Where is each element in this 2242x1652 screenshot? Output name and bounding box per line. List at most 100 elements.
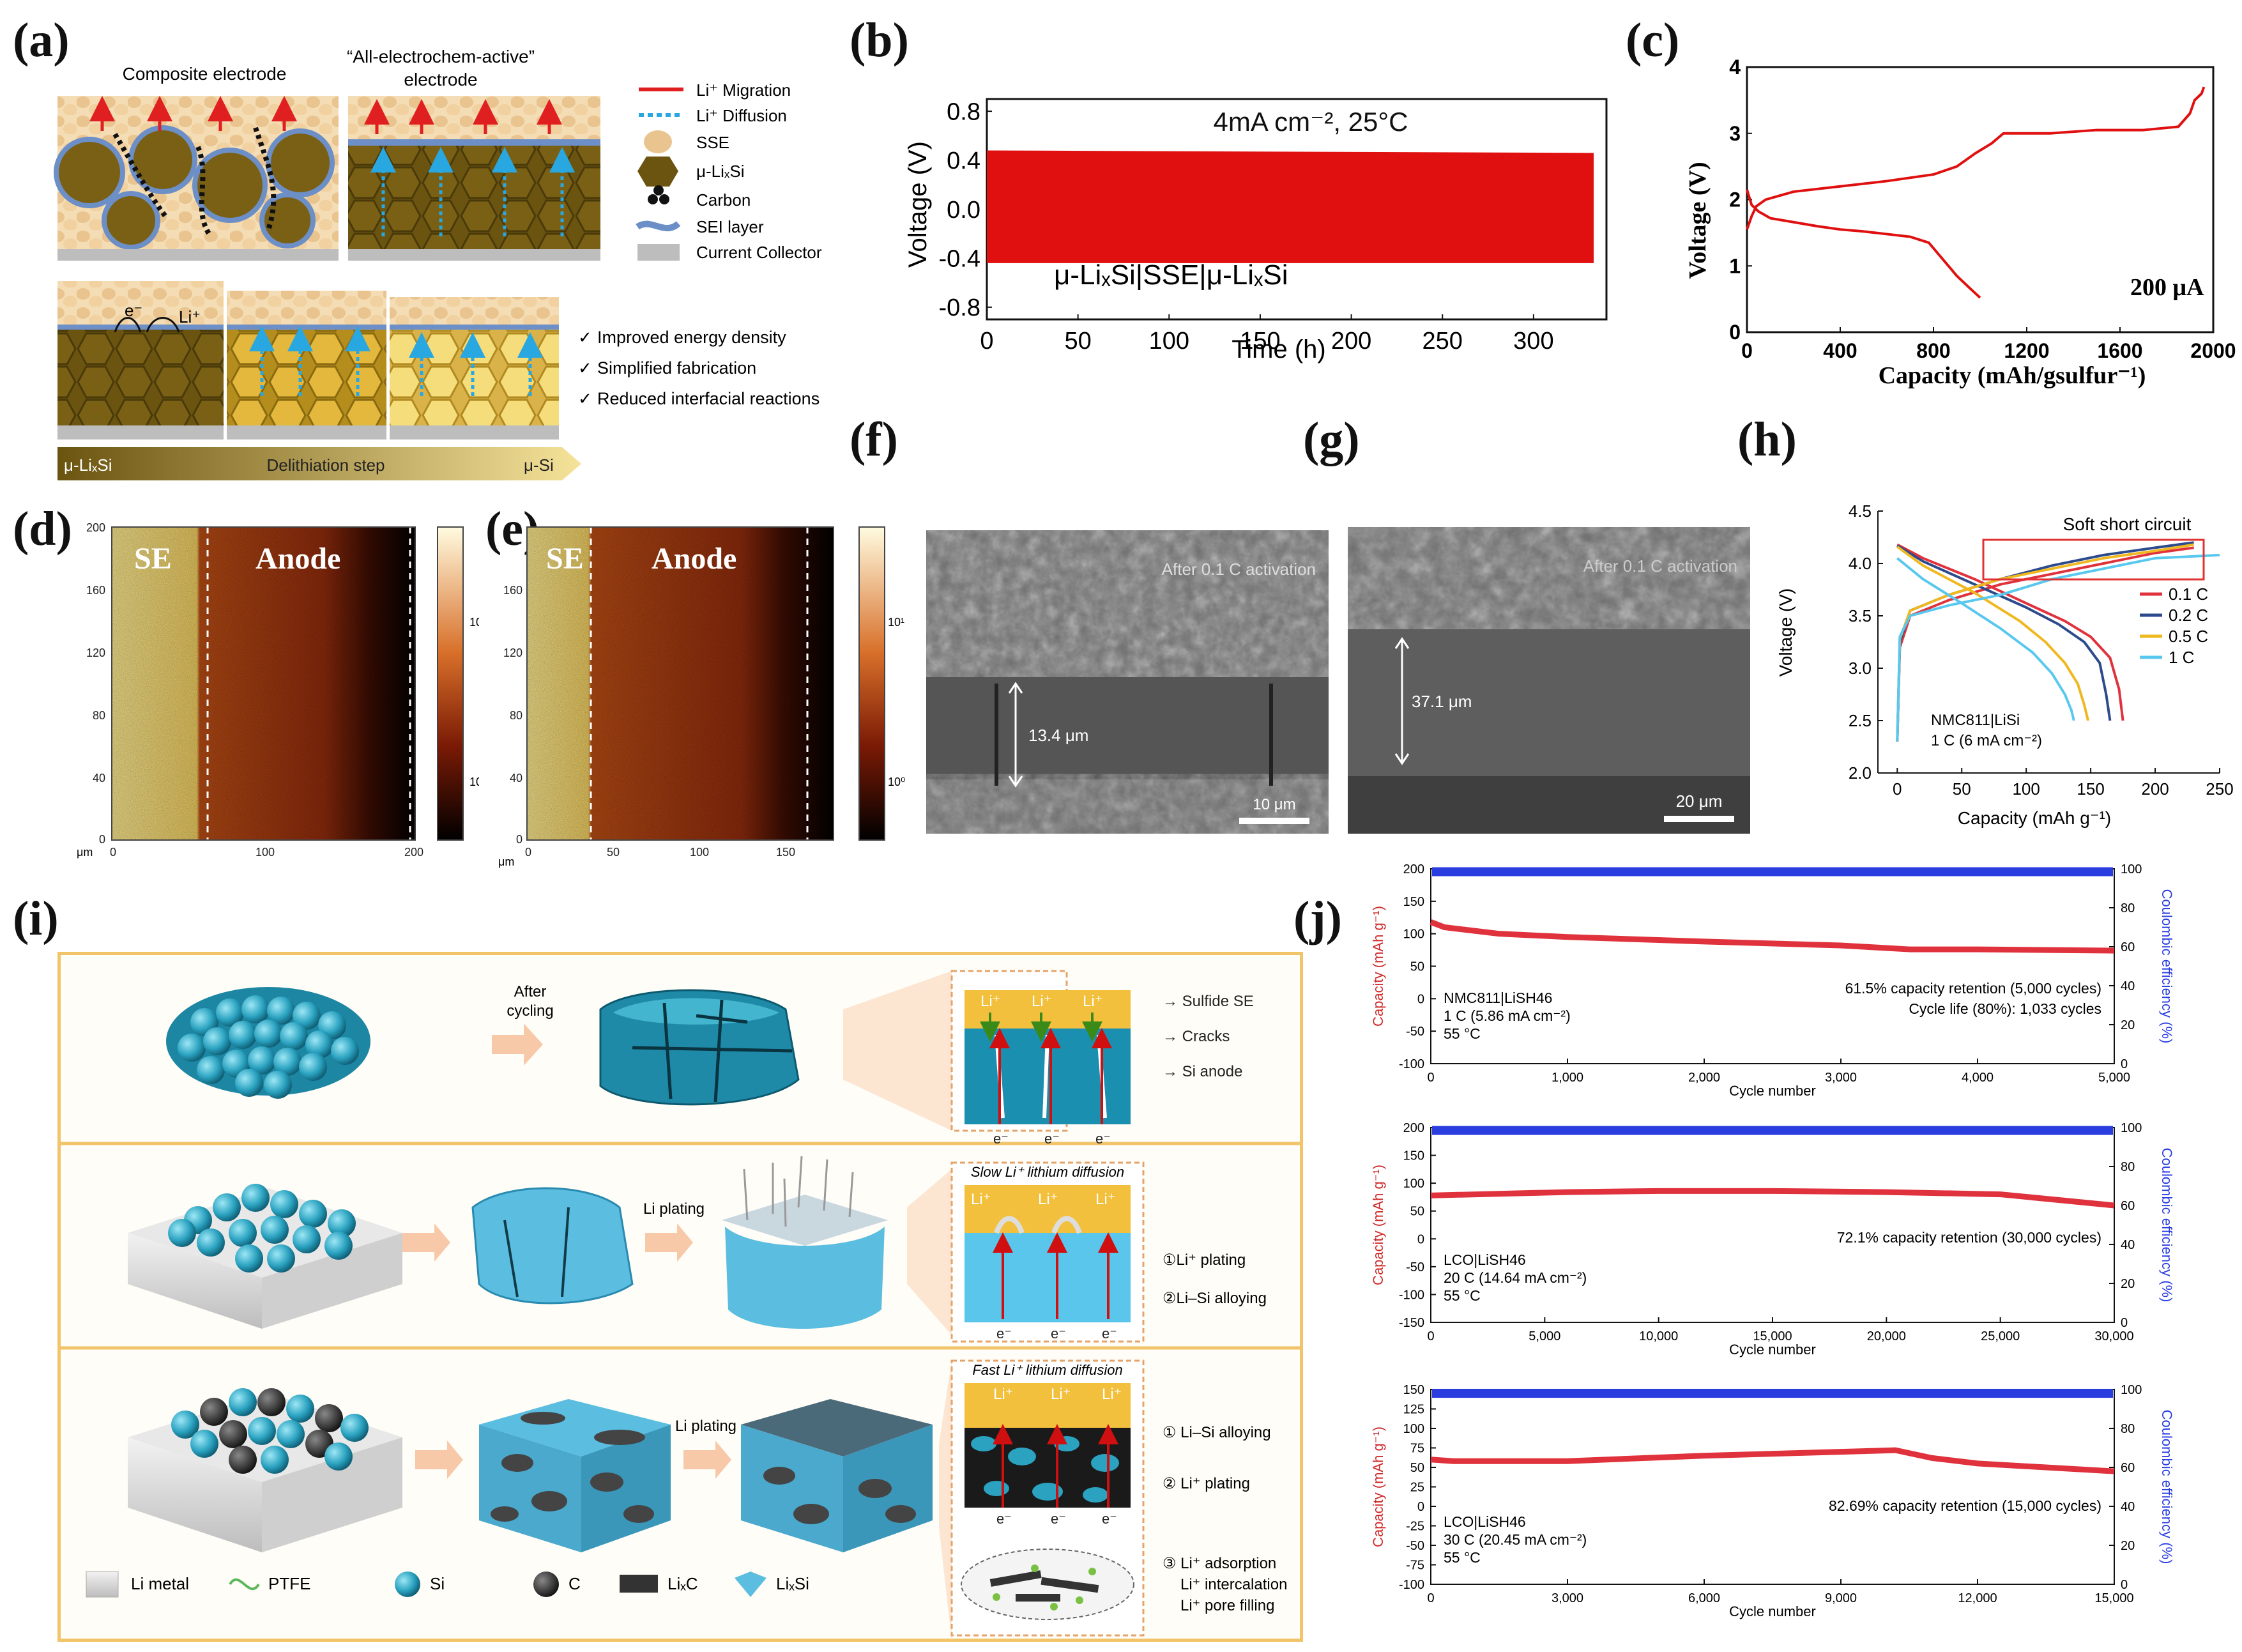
g-caption: After 0.1 C activation [1583, 556, 1737, 576]
allactive-title: “All-electrochem-active” [347, 47, 535, 66]
j3-annotation-0: 82.69% capacity retention (15,000 cycles… [1829, 1497, 2101, 1514]
legend-sse-swatch [644, 130, 672, 153]
chart-c-ylabel: Voltage (V) [1684, 162, 1711, 279]
j3-ytick-label: -100 [1399, 1578, 1424, 1592]
e-xtick-3: 150 [776, 846, 795, 859]
j1-xtick-label: 0 [1427, 1071, 1434, 1085]
li-label: Li⁺ [179, 307, 201, 326]
d-colorbar [437, 526, 464, 841]
chart-b-title: 4mA cm⁻², 25°C [1213, 107, 1408, 137]
h-legend-label-0: 0.1 C [2169, 585, 2208, 604]
e-colorbar [858, 526, 885, 841]
d-unit: μm [77, 846, 93, 859]
panel-label-b: (b) [850, 13, 909, 67]
chart-h-discharge-1-C [1896, 557, 2075, 721]
b-ytick-label: 0.4 [947, 148, 980, 174]
panel-label-c: (c) [1626, 13, 1680, 67]
b-ytick-label: -0.4 [939, 245, 980, 272]
j1-y2tick-label: 60 [2121, 940, 2135, 954]
chart-c: 0 400 800 1200 1600 2000 0 1 2 3 4 200 μA Capacity… [1684, 56, 2236, 389]
h-ytick-label: 4.0 [1849, 554, 1872, 573]
j2-cell-1: 20 C (14.64 mA cm⁻²) [1444, 1269, 1587, 1286]
j3-ytick-label: 150 [1403, 1383, 1424, 1397]
d-cbar-1: 10⁰ [469, 776, 479, 788]
j3-xtick-label: 15,000 [2094, 1591, 2133, 1605]
h-xtick-label: 250 [2206, 779, 2233, 799]
legend-diffusion: Li⁺ Diffusion [696, 106, 787, 125]
j3-cell-2: 55 °C [1444, 1549, 1481, 1566]
c-xtick-label: 800 [1916, 339, 1950, 362]
j1-annotation-0: 61.5% capacity retention (5,000 cycles) [1845, 980, 2101, 997]
d-xtick-2: 200 [404, 846, 423, 859]
row2-label-1: ①Li⁺ plating [1163, 1251, 1246, 1269]
e-xtick-0: 0 [525, 846, 531, 859]
j3-xlabel: Cycle number [1729, 1603, 1816, 1619]
composite-title: Composite electrode [123, 64, 287, 84]
legend-migration: Li⁺ Migration [696, 80, 791, 100]
j3-y2tick-label: 80 [2121, 1422, 2135, 1436]
chart-b: 0 50 100 150 200 250 300 0.8 0.4 0.0 -0.4 -0.8 μ-Li… [904, 98, 1608, 363]
row1-label-cracks: → Cracks [1163, 1028, 1230, 1045]
j3-xtick-label: 0 [1427, 1591, 1434, 1605]
panel-i-schematic: After cycling Li⁺ Li⁺ Li⁺ e⁻ e⁻ e⁻ → Sul… [61, 970, 1300, 1642]
j3-y2tick-label: 0 [2121, 1578, 2128, 1592]
b-xtick-label: 200 [1331, 328, 1371, 355]
b-xtick-label: 50 [1065, 328, 1092, 355]
e-anode: Anode [652, 542, 736, 576]
row2-plating: Li plating [643, 1200, 705, 1218]
row1-label-si: → Si anode [1163, 1063, 1242, 1080]
e-ytick-2: 80 [510, 709, 522, 722]
arrow-right: μ-Si [524, 455, 554, 475]
j1-ytick-label: 200 [1403, 862, 1424, 876]
b-xtick-label: 150 [1240, 328, 1280, 355]
b-ytick-label: 0.8 [947, 98, 980, 125]
e-ytick-3: 40 [510, 772, 522, 784]
legend-si: Si [430, 1574, 445, 1593]
chart-b-annotation: μ-LiₓSi|SSE|μ-LiₓSi [1054, 259, 1288, 291]
b-xtick-label: 0 [980, 328, 993, 355]
legend-lixsi: LiₓSi [776, 1574, 809, 1593]
row3-label-2: ② Li⁺ plating [1163, 1475, 1250, 1492]
row3-particles [171, 1388, 369, 1474]
h-annotation: Soft short circuit [2063, 514, 2192, 534]
panel-label-f: (f) [850, 413, 898, 466]
delithiation-arrow [57, 447, 581, 480]
chart-j: 0 1,000 2,000 3,000 4,000 5,000 -100 -50 0 50 100 1… [1370, 862, 2175, 1619]
legend-sse: SSE [696, 133, 729, 152]
h-xtick-label: 100 [2012, 779, 2040, 799]
j1-capacity-line [1430, 919, 2115, 954]
row2-e-1: e⁻ [996, 1326, 1012, 1342]
h-xtick-label: 200 [2141, 779, 2169, 799]
e-cbar-0: 10¹ [888, 616, 904, 629]
arrow-left: μ-LiₓSi [64, 455, 112, 475]
row3-li-2: Li⁺ [1051, 1386, 1071, 1403]
h-cell-label: NMC811|LiSi [1931, 712, 2020, 729]
row2-title: Slow Li⁺ lithium diffusion [971, 1164, 1124, 1180]
j3-ytick-label: -25 [1406, 1520, 1424, 1534]
d-ytick-3: 80 [93, 709, 105, 722]
legend-carbon-swatch [648, 185, 669, 204]
j1-y2tick-label: 40 [2121, 979, 2135, 993]
row2-label-2: ②Li–Si alloying [1163, 1290, 1267, 1307]
panel-label-g: (g) [1303, 413, 1360, 466]
j2-cell-2: 55 °C [1444, 1287, 1481, 1304]
j1-y2tick-label: 80 [2121, 901, 2135, 915]
j2-y2tick-label: 60 [2121, 1199, 2135, 1213]
panel-label-i: (i) [13, 892, 59, 945]
j1-xtick-label: 2,000 [1688, 1071, 1720, 1085]
d-xtick-1: 100 [255, 846, 275, 859]
panel-label-d: (d) [13, 502, 72, 556]
benefit-3: Reduced interfacial reactions [597, 389, 820, 408]
c-xtick-label: 2000 [2190, 339, 2236, 362]
chart-c-xlabel: Capacity (mAh/gsulfur⁻¹) [1879, 362, 2146, 389]
e-ytick-0: 160 [503, 584, 522, 597]
panel-g-sem: After 0.1 C activation 37.1 μm 20 μm [1348, 527, 1750, 834]
chart-h-discharge-0.5-C [1896, 546, 2090, 721]
j2-y2tick-label: 100 [2121, 1121, 2142, 1135]
j1-ylabel: Capacity (mAh g⁻¹) [1370, 906, 1386, 1027]
j3-ce-band [1432, 1389, 2113, 1398]
row1-li-2: Li⁺ [1032, 993, 1051, 1010]
row3-e-2: e⁻ [1051, 1511, 1066, 1527]
j1-xtick-label: 4,000 [1962, 1071, 1994, 1085]
row1-li-3: Li⁺ [1083, 993, 1102, 1010]
